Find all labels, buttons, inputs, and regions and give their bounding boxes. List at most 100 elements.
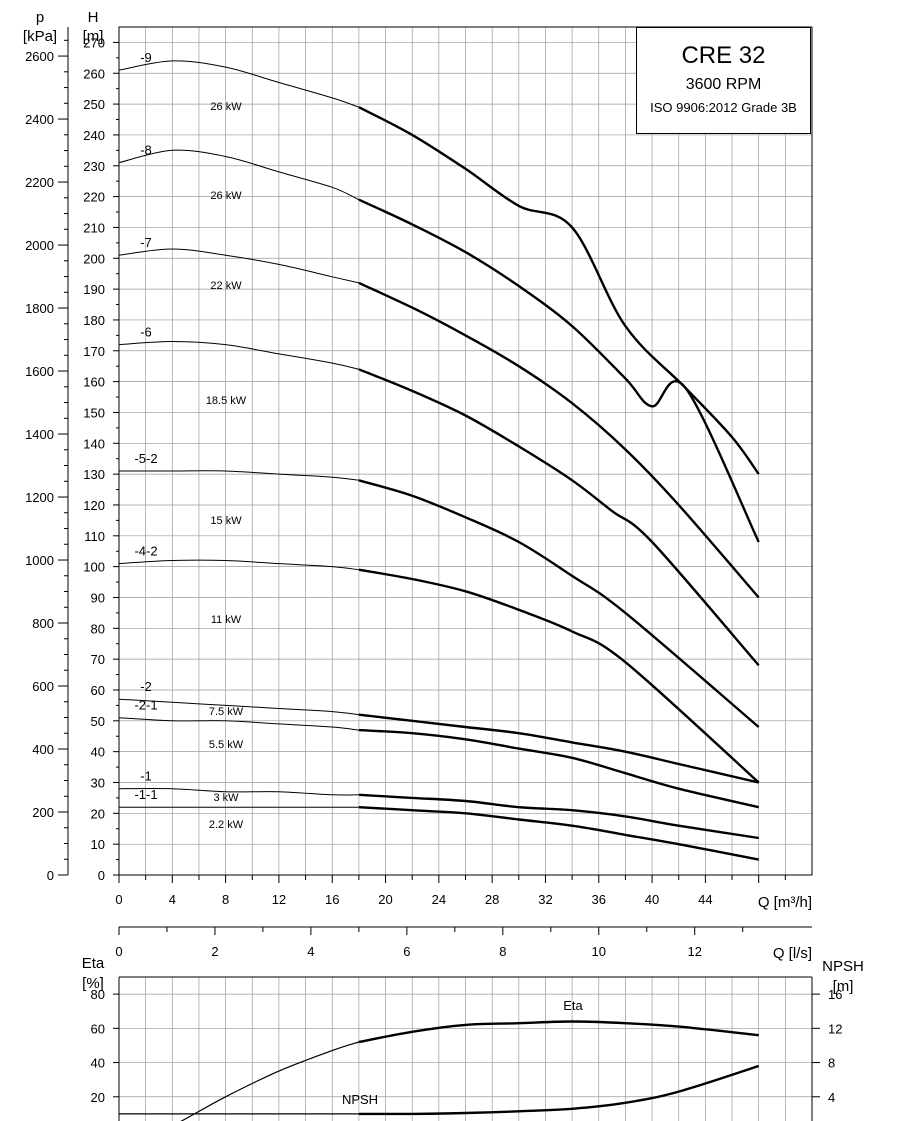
q-ls-tick-label: 8 xyxy=(499,944,506,959)
q-ls-tick-label: 0 xyxy=(115,944,122,959)
h-tick-label: 160 xyxy=(83,375,105,390)
power-label: 2.2 kW xyxy=(209,819,244,831)
h-tick-label: 240 xyxy=(83,128,105,143)
h-tick-label: 40 xyxy=(91,745,105,760)
h-tick-label: 270 xyxy=(83,35,105,50)
curve-label: -4-2 xyxy=(134,544,157,559)
head-curve-thin xyxy=(118,248,360,284)
h-axis-label: H xyxy=(88,9,99,26)
eta-curve-thin xyxy=(180,1041,360,1121)
h-tick-label: 10 xyxy=(91,837,105,852)
curve-label: -1-1 xyxy=(134,787,157,802)
q-tick-label: 40 xyxy=(645,892,659,907)
head-curves: -9 26 kW -8 26 kW -7 22 kW -6 18.5 kW -5-2 15 kW -… xyxy=(118,50,760,861)
q-tick-label: 4 xyxy=(169,892,176,907)
curve-label: -6 xyxy=(140,325,152,340)
q-tick-label: 8 xyxy=(222,892,229,907)
h-axis-unit: [m] xyxy=(83,28,104,45)
h-tick-label: 110 xyxy=(84,529,105,544)
p-tick-label: 1600 xyxy=(25,364,54,379)
q-tick-label: 32 xyxy=(538,892,552,907)
q-ls-tick-label: 2 xyxy=(211,944,218,959)
head-curve-thin xyxy=(118,340,360,370)
q-tick-label: 24 xyxy=(432,892,446,907)
p-tick-label: 1000 xyxy=(25,553,54,568)
curve-label: -2 xyxy=(140,679,152,694)
efficiency-curves: Eta NPSH xyxy=(119,998,760,1121)
q-tick-label: 28 xyxy=(485,892,499,907)
q-tick-label: 0 xyxy=(115,892,122,907)
head-curve-operating xyxy=(358,368,760,667)
h-tick-label: 20 xyxy=(91,806,105,821)
power-label: 15 kW xyxy=(210,515,242,527)
head-curve-operating xyxy=(358,479,760,728)
curve-label: -2-1 xyxy=(134,698,157,713)
q-tick-label: 16 xyxy=(325,892,339,907)
curve-label: -5-2 xyxy=(134,451,157,466)
p-axis-label: p xyxy=(36,9,44,26)
head-curve-thin xyxy=(118,559,359,571)
power-label: 3 kW xyxy=(213,792,239,804)
h-tick-label: 0 xyxy=(98,868,105,883)
p-tick-label: 2400 xyxy=(25,112,54,127)
head-curve-thin xyxy=(118,60,360,108)
h-tick-label: 230 xyxy=(83,159,105,174)
q-ls-tick-label: 4 xyxy=(307,944,314,959)
h-tick-label: 90 xyxy=(91,590,105,605)
h-tick-label: 200 xyxy=(83,251,105,266)
eta-tick-label: 40 xyxy=(91,1056,105,1071)
head-curve-operating xyxy=(358,806,759,861)
efficiency-grid xyxy=(118,976,813,1121)
head-curve-thin xyxy=(118,787,359,796)
p-tick-label: 2000 xyxy=(25,238,54,253)
head-curve-operating xyxy=(358,568,760,784)
eta-axis-unit: [%] xyxy=(82,975,104,992)
npsh-tick-label: 12 xyxy=(828,1021,842,1036)
head-curve-operating xyxy=(358,793,759,840)
q-tick-label: 44 xyxy=(698,892,712,907)
q-m3h-axis-label: Q [m³/h] xyxy=(758,894,812,911)
test-standard: ISO 9906:2012 Grade 3B xyxy=(650,100,797,115)
power-label: 5.5 kW xyxy=(209,739,244,751)
h-tick-label: 210 xyxy=(83,220,105,235)
head-curve-operating xyxy=(358,106,760,475)
pump-model: CRE 32 xyxy=(681,42,766,69)
h-tick-label: 80 xyxy=(91,621,105,636)
axes: 0102030405060708090100110120130140150160… xyxy=(25,27,842,1105)
h-tick-label: 130 xyxy=(83,467,105,482)
npsh-curve-operating xyxy=(358,1064,760,1116)
head-curve-thin xyxy=(118,717,359,731)
eta-curve-label: Eta xyxy=(563,998,583,1013)
h-tick-label: 70 xyxy=(91,652,105,667)
h-tick-label: 30 xyxy=(91,775,105,790)
head-curve-thin xyxy=(119,470,359,481)
head-curve-operating xyxy=(358,281,760,599)
head-curve-operating xyxy=(358,713,759,784)
h-tick-label: 120 xyxy=(83,498,105,513)
q-ls-tick-label: 10 xyxy=(592,944,606,959)
p-tick-label: 2200 xyxy=(25,175,54,190)
head-curve-thin xyxy=(118,698,359,716)
power-label: 22 kW xyxy=(210,280,242,292)
h-tick-label: 220 xyxy=(83,190,105,205)
power-label: 26 kW xyxy=(210,101,242,113)
p-tick-label: 800 xyxy=(32,616,54,631)
power-label: 26 kW xyxy=(210,190,242,202)
q-ls-tick-label: 12 xyxy=(687,944,701,959)
curve-label: -1 xyxy=(140,769,152,784)
pump-speed: 3600 RPM xyxy=(685,76,762,93)
npsh-tick-label: 8 xyxy=(828,1056,835,1071)
power-label: 18.5 kW xyxy=(206,395,247,407)
h-tick-label: 180 xyxy=(83,313,105,328)
q-ls-tick-label: 6 xyxy=(403,944,410,959)
h-tick-label: 260 xyxy=(83,66,105,81)
eta-tick-label: 60 xyxy=(91,1021,105,1036)
p-tick-label: 400 xyxy=(32,742,54,757)
h-tick-label: 100 xyxy=(83,560,105,575)
p-tick-label: 1800 xyxy=(25,301,54,316)
q-tick-label: 12 xyxy=(272,892,286,907)
p-tick-label: 600 xyxy=(32,679,54,694)
npsh-curve-label: NPSH xyxy=(342,1092,378,1107)
q-tick-label: 20 xyxy=(378,892,392,907)
npsh-axis-label: NPSH xyxy=(822,958,864,975)
